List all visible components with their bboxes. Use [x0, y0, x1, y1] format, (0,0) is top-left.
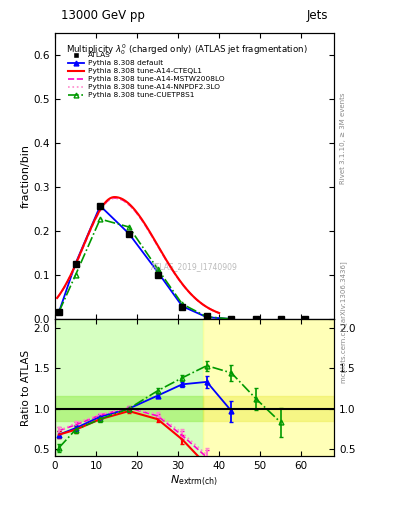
Text: Rivet 3.1.10, ≥ 3M events: Rivet 3.1.10, ≥ 3M events — [340, 93, 346, 184]
Text: ATLAS_2019_I1740909: ATLAS_2019_I1740909 — [151, 262, 238, 271]
Text: 13000 GeV pp: 13000 GeV pp — [61, 9, 145, 22]
Y-axis label: Ratio to ATLAS: Ratio to ATLAS — [21, 350, 31, 425]
Text: mcplots.cern.ch [arXiv:1306.3436]: mcplots.cern.ch [arXiv:1306.3436] — [340, 262, 347, 383]
Text: Multiplicity $\lambda_0^0$ (charged only) (ATLAS jet fragmentation): Multiplicity $\lambda_0^0$ (charged only… — [66, 42, 308, 57]
X-axis label: $N_{\mathrm{extrm(ch)}}$: $N_{\mathrm{extrm(ch)}}$ — [171, 473, 219, 488]
Legend: ATLAS, Pythia 8.308 default, Pythia 8.308 tune-A14-CTEQL1, Pythia 8.308 tune-A14: ATLAS, Pythia 8.308 default, Pythia 8.30… — [65, 49, 227, 101]
Y-axis label: fraction/bin: fraction/bin — [21, 144, 31, 208]
Text: Jets: Jets — [307, 9, 329, 22]
